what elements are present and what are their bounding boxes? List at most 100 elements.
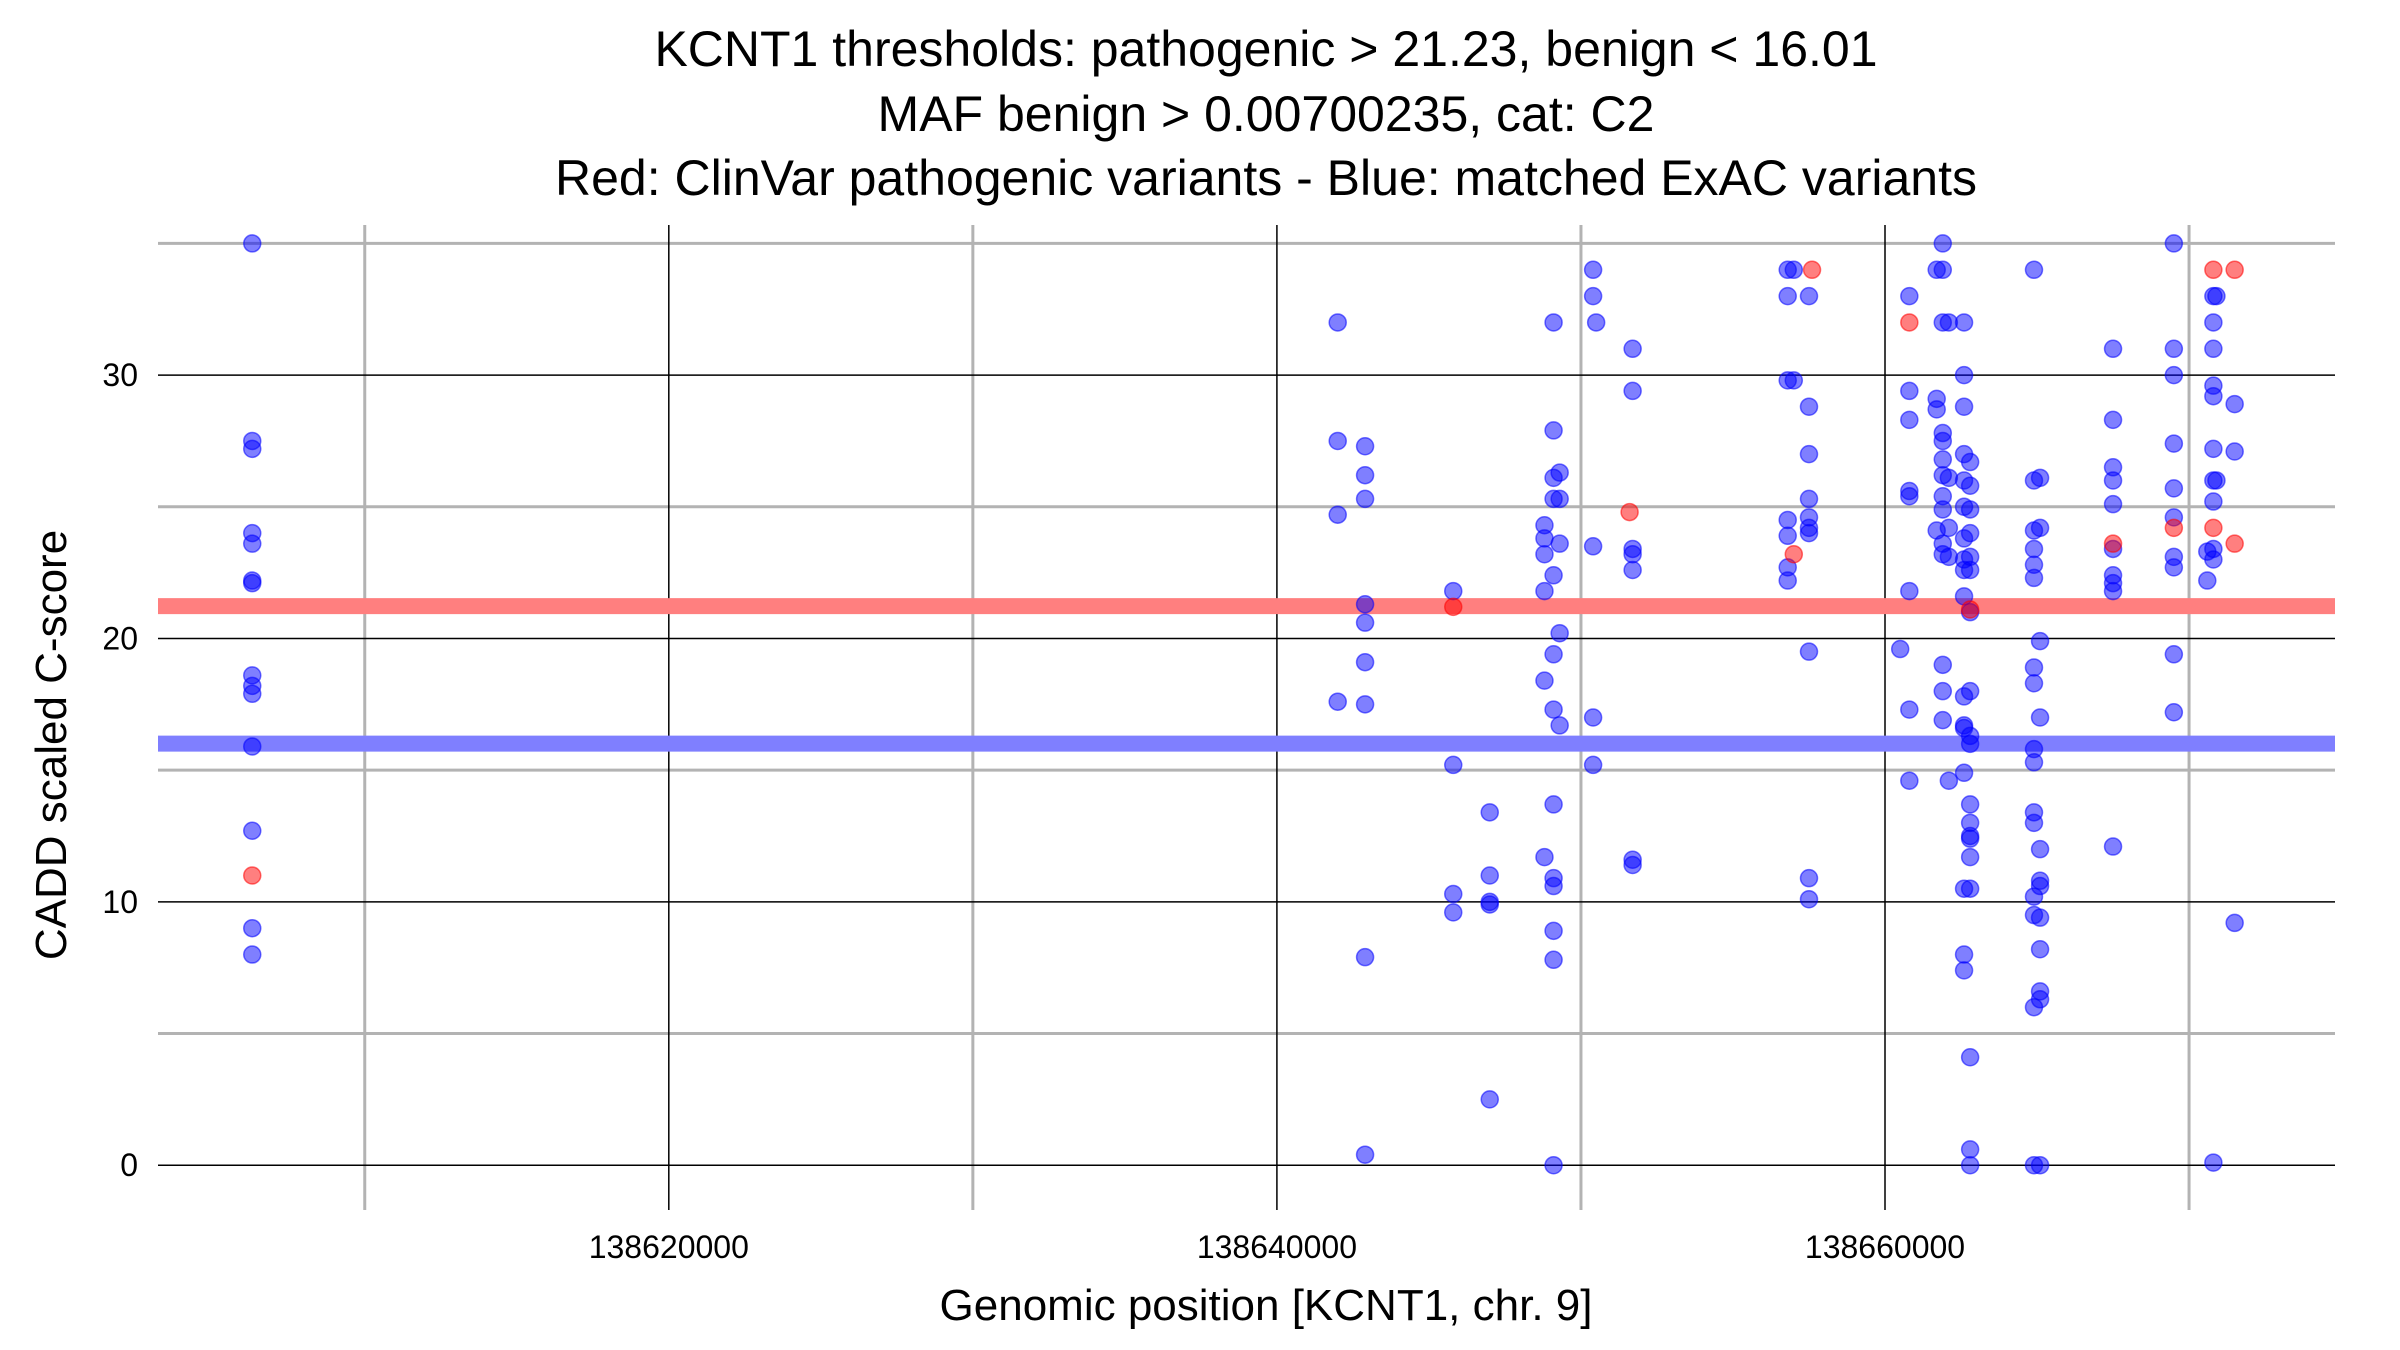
- clinvar-point: [2103, 534, 2123, 553]
- exac-point: [1933, 450, 1953, 469]
- exac-point: [2030, 908, 2050, 927]
- exac-point: [1954, 961, 1974, 980]
- clinvar-point: [2225, 260, 2244, 280]
- exac-point: [2164, 339, 2184, 359]
- exac-point: [2103, 339, 2123, 359]
- clinvar-point: [1784, 544, 1804, 564]
- exac-point: [1328, 313, 1347, 332]
- exac-point: [1444, 755, 1463, 775]
- exac-point: [2103, 837, 2123, 856]
- exac-point: [1328, 505, 1347, 524]
- x-tick-label: 138620000: [589, 1229, 749, 1265]
- exac-point: [1623, 381, 1642, 401]
- exac-point: [1623, 544, 1642, 564]
- exac-point: [2204, 386, 2223, 406]
- exac-point: [1535, 544, 1554, 564]
- exac-point: [2225, 394, 2244, 414]
- exac-point: [1355, 489, 1375, 509]
- exac-point: [1355, 652, 1375, 672]
- exac-point: [1960, 681, 1980, 701]
- exac-point: [1933, 431, 1953, 451]
- exac-point: [2024, 539, 2044, 559]
- exac-point: [1900, 487, 1919, 506]
- y-tick-label: 0: [120, 1147, 138, 1183]
- exac-point: [1960, 829, 1980, 848]
- exac-point: [2030, 708, 2050, 727]
- exac-point: [1784, 260, 1804, 280]
- exac-point: [1583, 708, 1603, 727]
- y-tick-label: 30: [102, 357, 138, 393]
- exac-point: [1954, 313, 1974, 332]
- clinvar-point: [2164, 518, 2184, 538]
- exac-point: [2024, 568, 2044, 588]
- exac-point: [1799, 523, 1819, 543]
- exac-point: [2164, 479, 2184, 498]
- threshold-lines: [158, 598, 2335, 752]
- exac-point: [1544, 795, 1563, 814]
- exac-point: [1544, 421, 1563, 440]
- exac-point: [2030, 940, 2050, 959]
- exac-point: [1355, 947, 1375, 967]
- exac-point: [1444, 903, 1463, 922]
- exac-point: [1444, 581, 1463, 601]
- exac-point: [243, 439, 262, 459]
- exac-point: [1583, 537, 1603, 556]
- exac-point: [2103, 471, 2123, 490]
- exac-point: [2024, 813, 2044, 833]
- exac-point: [1535, 847, 1554, 867]
- exac-point: [1778, 510, 1797, 530]
- exac-point: [1960, 452, 1980, 472]
- exac-point: [1544, 1155, 1563, 1175]
- exac-point: [2207, 471, 2226, 490]
- exac-point: [1933, 234, 1953, 253]
- exac-point: [1544, 876, 1563, 896]
- clinvar-point: [1960, 600, 1980, 619]
- exac-point: [1550, 463, 1569, 482]
- exac-point: [2204, 313, 2223, 332]
- exac-point: [2204, 550, 2223, 569]
- x-axis-title: Genomic position [KCNT1, chr. 9]: [940, 1281, 1593, 1330]
- exac-point: [1954, 365, 1974, 385]
- exac-point: [1778, 526, 1797, 546]
- clinvar-point: [1620, 502, 1639, 522]
- exac-point: [2103, 581, 2123, 601]
- exac-point: [2164, 365, 2184, 385]
- exac-point: [1550, 623, 1569, 643]
- exac-point: [1355, 595, 1375, 614]
- exac-point: [1444, 884, 1463, 904]
- exac-point: [1583, 755, 1603, 775]
- exac-point: [2225, 442, 2244, 461]
- exac-point: [243, 821, 262, 840]
- exac-point: [1954, 397, 1974, 416]
- exac-point: [1328, 431, 1347, 451]
- exac-point: [1939, 771, 1959, 790]
- exac-point: [1355, 613, 1375, 632]
- exac-point: [1900, 286, 1919, 306]
- exac-point: [1544, 313, 1563, 332]
- exac-point: [1623, 560, 1642, 580]
- exac-point: [2164, 702, 2184, 722]
- grid-lines: [158, 225, 2335, 1210]
- clinvar-point: [1802, 260, 1822, 280]
- exac-point: [1933, 710, 1953, 730]
- exac-point: [2164, 234, 2184, 253]
- exac-point: [2204, 492, 2223, 511]
- exac-point: [1480, 895, 1499, 914]
- exac-point: [2204, 439, 2223, 459]
- data-points: [243, 234, 2244, 1175]
- clinvar-point: [243, 866, 262, 885]
- exac-point: [243, 945, 262, 964]
- exac-point: [1778, 286, 1797, 306]
- exac-point: [1900, 771, 1919, 790]
- x-tick-label: 138640000: [1197, 1229, 1357, 1265]
- exac-point: [2164, 434, 2184, 453]
- clinvar-point: [2204, 518, 2223, 538]
- exac-point: [2225, 913, 2244, 933]
- exac-point: [2204, 339, 2223, 359]
- exac-point: [1933, 655, 1953, 675]
- exac-point: [1939, 547, 1959, 567]
- x-axis-tick-labels: 138620000 138640000 138660000: [589, 1229, 1965, 1265]
- exac-point: [2103, 410, 2123, 430]
- exac-point: [1960, 1155, 1980, 1175]
- exac-point: [1960, 560, 1980, 580]
